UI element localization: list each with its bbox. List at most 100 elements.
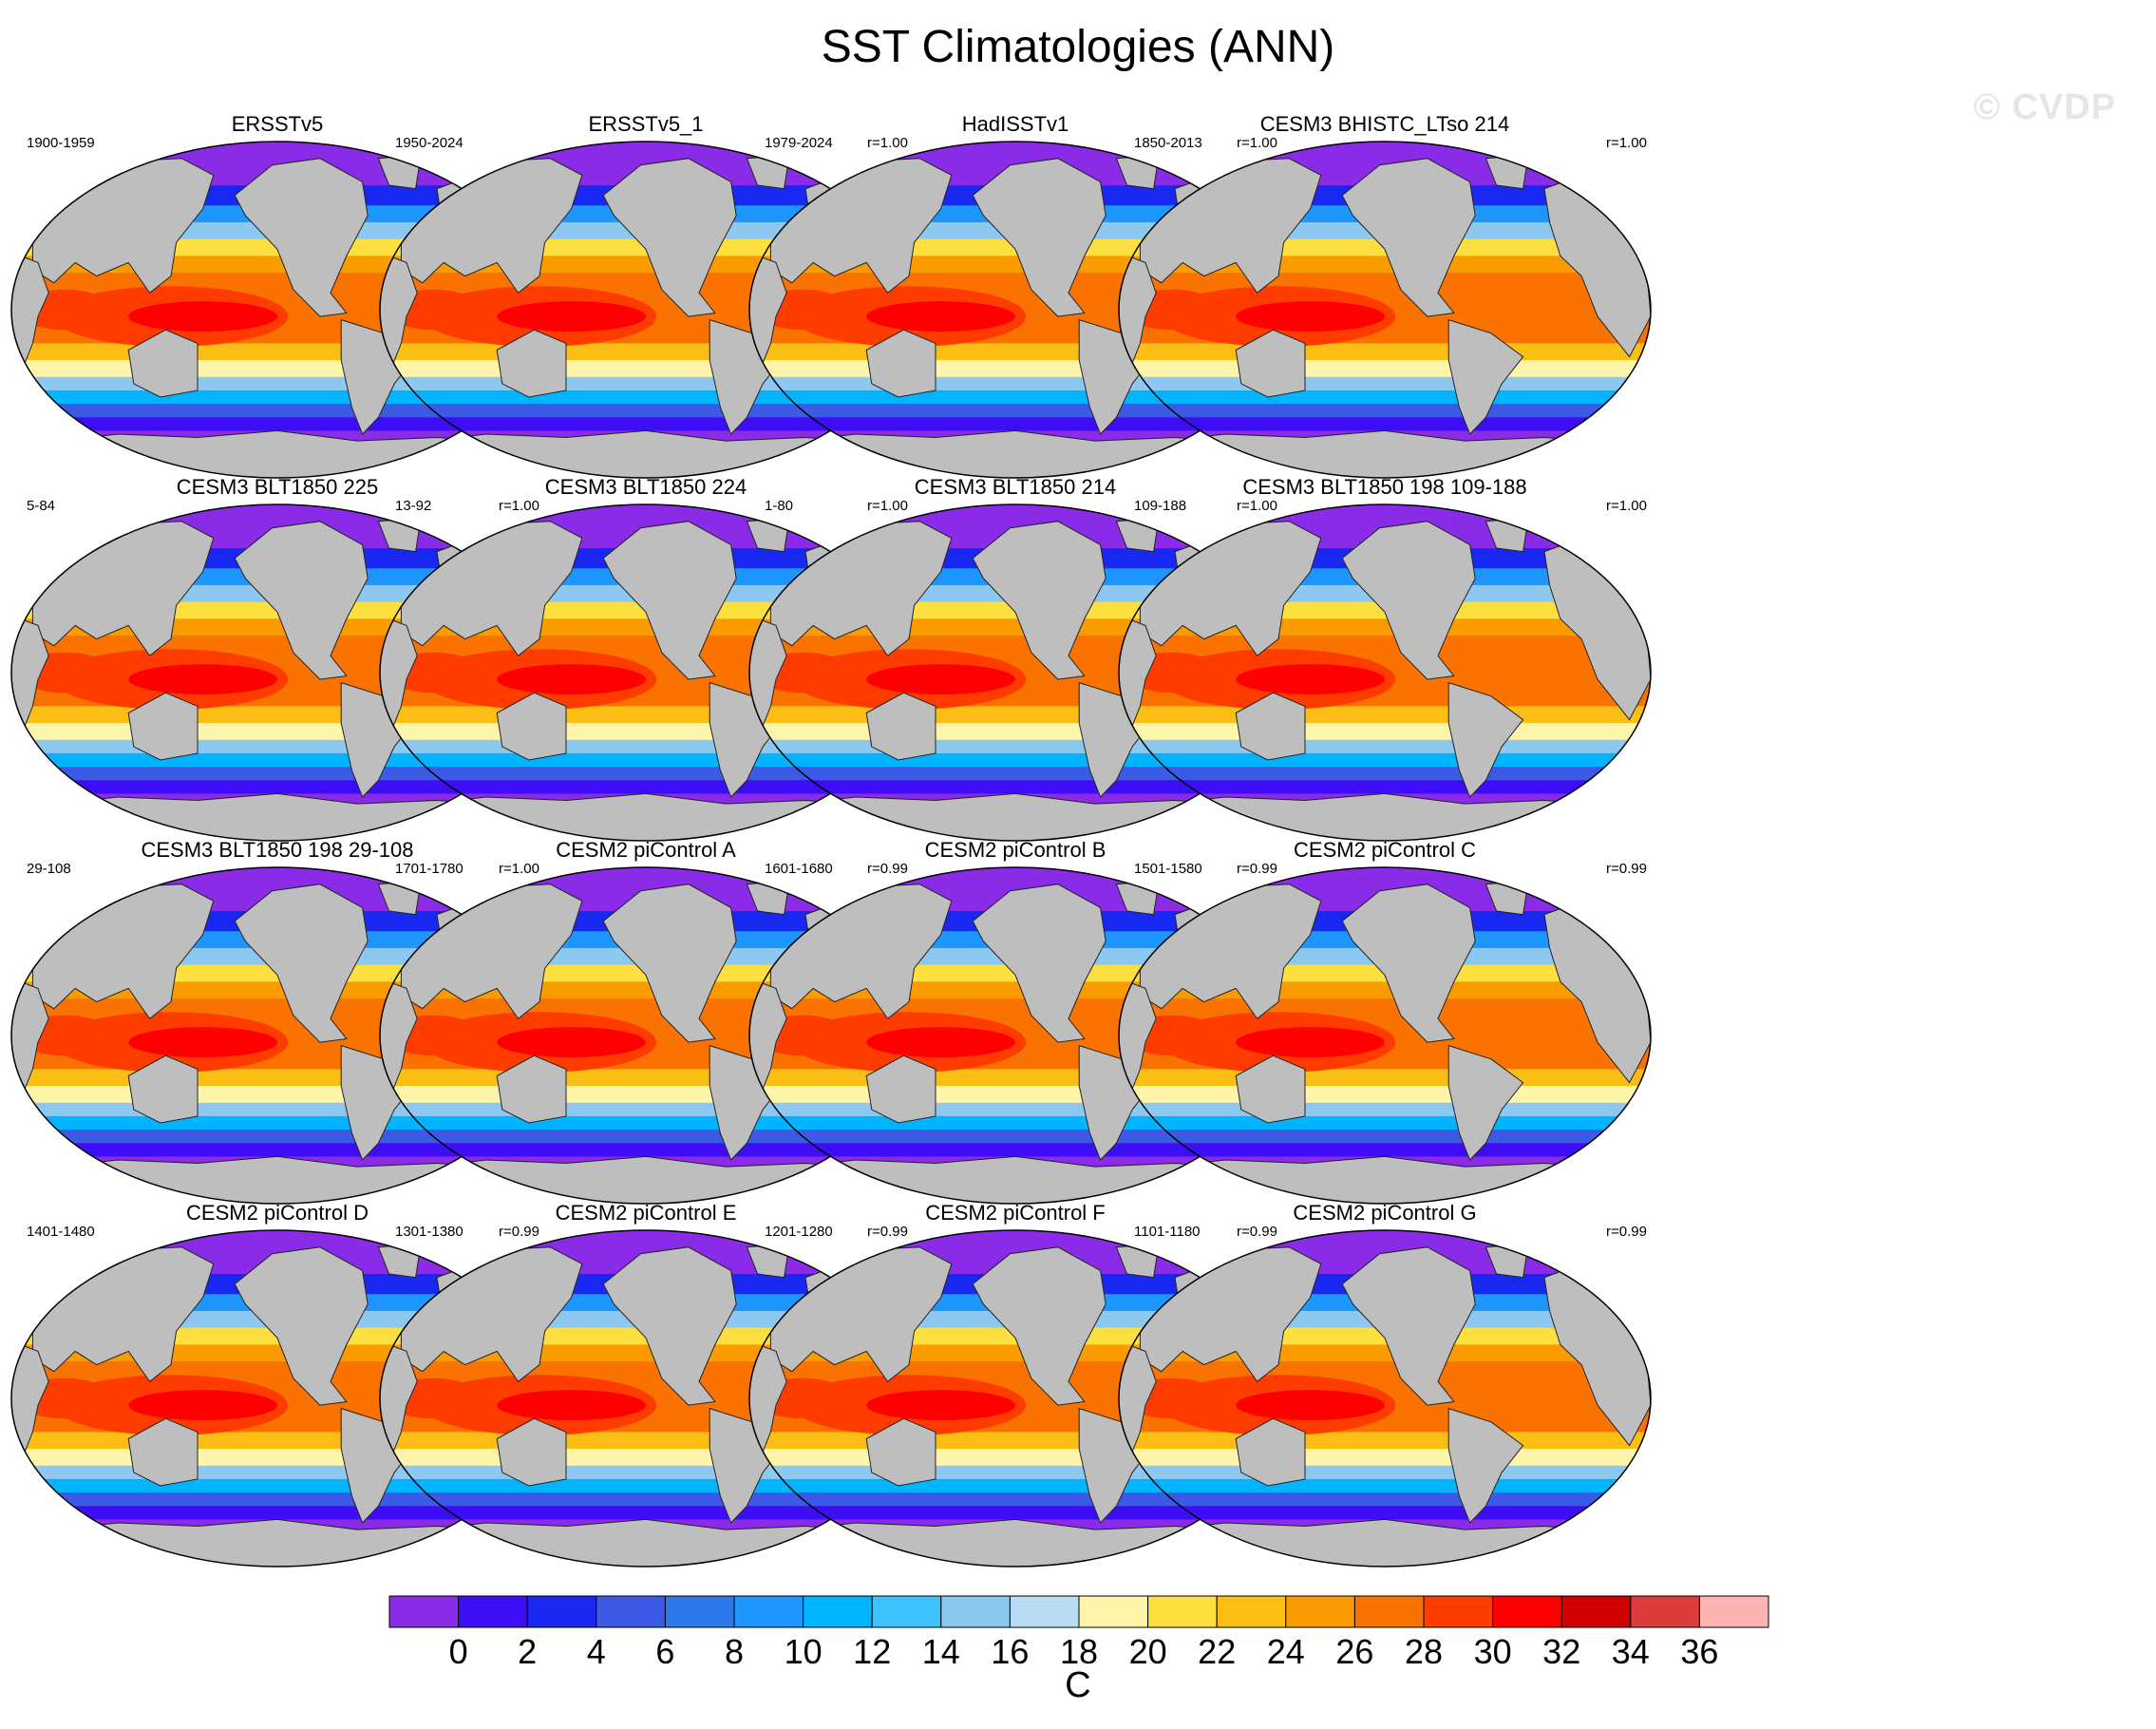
panel-title: CESM3 BHISTC_LTso 214 [1259,112,1510,136]
sst-map [1118,141,1652,479]
watermark-text: © CVDP [1973,87,2116,127]
panel-correlation: r=0.99 [1237,861,1277,877]
warm-pool-core [1236,301,1385,332]
sst-map [748,866,1282,1205]
panel-title: CESM3 BLT1850 225 [176,475,379,499]
sst-band [1119,1115,1651,1131]
colorbar-swatch [664,1595,735,1628]
atlantic-warm [1485,282,1582,324]
sst-band [749,1478,1281,1494]
atlantic-warm [1485,1371,1582,1413]
warm-pool-core [497,1027,646,1058]
continent-australia [1235,329,1306,398]
colorbar-swatch [526,1595,597,1628]
panel-correlation: r=0.99 [499,1224,539,1240]
sst-band [1119,376,1651,391]
sst-band [380,780,912,795]
map-border [1118,1229,1652,1568]
colorbar-swatch [1423,1595,1494,1628]
map-panel: CESM2 piControl G 1101-1180 r=0.99 [1117,1201,1653,1568]
panel-period: 1979-2024 [765,135,833,151]
panel-title: CESM2 piControl E [555,1201,737,1225]
continent-north-america [1341,158,1476,317]
sst-band [1119,1506,1651,1521]
sst-band [11,417,543,432]
continent-australia [1235,1054,1306,1124]
sst-band [380,1130,912,1145]
panel-period: 1301-1380 [395,1224,463,1240]
sst-band [1119,417,1651,432]
sst-band [11,1506,543,1521]
panel-period: 1101-1180 [1134,1224,1201,1240]
panel-period: 1-80 [765,498,794,514]
colorbar-swatch [940,1595,1011,1628]
panel-title: CESM3 BLT1850 198 29-108 [141,838,414,862]
warm-pool-core [1236,1027,1385,1058]
warm-pool-core [866,1027,1015,1058]
continent-antarctica [1134,1518,1636,1567]
sst-map [1118,866,1652,1205]
sst-map [1118,1229,1652,1568]
sst-band [749,404,1281,419]
sst-band [1119,1086,1651,1104]
sst-band [1119,1465,1651,1480]
continent-north-america [602,521,737,680]
colorbar-swatch [1492,1595,1562,1628]
sst-band [1119,1102,1651,1117]
panel-title: HadISSTv1 [961,112,1069,136]
map-panel: CESM3 BLT1850 198 109-188 109-188 r=1.00 [1117,475,1653,842]
continent-north-america [972,884,1106,1043]
warm-pool-core [128,664,277,695]
continent-south-america [1447,318,1524,435]
continent-north-america [602,158,737,317]
sst-band [1119,1069,1651,1088]
sst-band [11,1130,543,1145]
panel-period: 1501-1580 [1134,861,1202,877]
sst-band [380,404,912,419]
continent-antarctica [1134,429,1636,478]
map-border [1118,141,1652,479]
panel-period: 13-92 [395,498,432,514]
continent-north-america [234,158,369,317]
sst-band [380,1478,912,1494]
continent-north-america [972,521,1106,680]
panel-period: 5-84 [27,498,56,514]
continent-north-america [234,521,369,680]
sst-band [11,780,543,795]
panel-period: 109-188 [1134,498,1187,514]
panel-correlation: r=0.99 [867,1224,908,1240]
warm-pool-core [866,301,1015,332]
sst-band [749,1492,1281,1508]
continent-south-america [1447,1044,1524,1161]
continent-australia [865,1417,936,1487]
sst-band [749,752,1281,769]
continent-south-america [1447,681,1524,798]
sst-band [749,1506,1281,1521]
sst-band [1119,404,1651,419]
continent-australia [865,329,936,398]
sst-band [380,1506,912,1521]
panel-title: CESM2 piControl A [556,838,736,862]
continent-north-america [602,884,737,1043]
panel-period: 1201-1280 [765,1224,833,1240]
sst-band [749,780,1281,795]
sst-band [380,752,912,769]
warm-pool-core [128,1027,277,1058]
panel-correlation: r=1.00 [1237,498,1277,514]
colorbar-swatch [1147,1595,1218,1628]
colorbar-swatch [1698,1595,1769,1628]
continent-australia [865,692,936,761]
sst-band [1119,1492,1651,1508]
warm-pool-core [497,664,646,695]
sst-band [11,1478,543,1494]
continent-antarctica [1134,1155,1636,1204]
sst-band [380,1492,912,1508]
sst-band [1119,1143,1651,1158]
continent-australia [496,1054,567,1124]
sst-band [1119,752,1651,769]
panel-title: CESM2 piControl F [925,1201,1106,1225]
sst-band [11,752,543,769]
colorbar-swatch [803,1595,873,1628]
warm-pool-core [128,1390,277,1421]
panel-title: ERSSTv5_1 [588,112,704,136]
